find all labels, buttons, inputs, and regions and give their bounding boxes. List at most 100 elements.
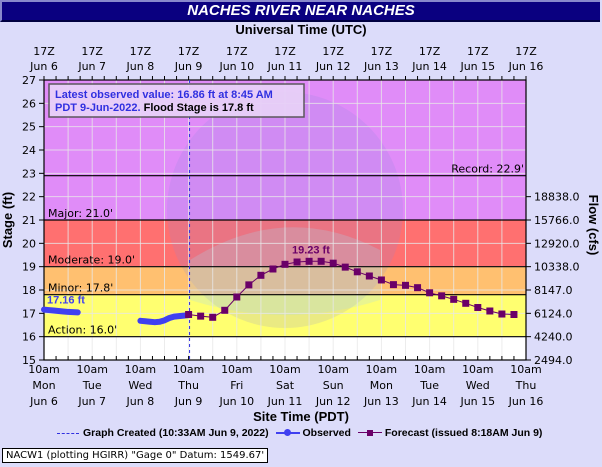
x-tick-label-time: 10am xyxy=(462,363,493,376)
x-tick-label-day: Sun xyxy=(323,379,344,392)
x-tick-label-date: Jun 9 xyxy=(174,395,203,408)
forecast-point xyxy=(233,293,241,301)
y-tick-label: 22 xyxy=(22,191,36,204)
forecast-point xyxy=(474,304,482,311)
x-tick-label-time: 10am xyxy=(510,363,541,376)
x-tick-label-time: 10am xyxy=(414,363,445,376)
x-tick-label-time: 10am xyxy=(317,363,348,376)
x-tick-label-date: Jun 12 xyxy=(315,395,351,408)
observed-peak-label: 17.16 ft xyxy=(47,295,85,307)
x2-tick-label-time: 17Z xyxy=(419,45,441,58)
title-bar xyxy=(0,0,600,22)
latest-value-line2: PDT 9-Jun-2022. Flood Stage is 17.8 ft xyxy=(55,102,254,114)
threshold-label-major: Major: 21.0' xyxy=(48,207,113,220)
x-tick-label-date: Jun 6 xyxy=(29,395,58,408)
forecast-point xyxy=(450,295,458,303)
x2-tick-label-time: 17Z xyxy=(178,45,200,58)
x2-tick-label-time: 17Z xyxy=(322,45,344,58)
y2-tick-label: 4240.0 xyxy=(534,331,573,344)
x-tick-label-date: Jun 8 xyxy=(126,395,155,408)
y-tick-label: 25 xyxy=(22,121,36,134)
forecast-point xyxy=(498,310,506,318)
graph-created-legend-icon xyxy=(57,432,79,434)
forecast-point xyxy=(510,311,518,318)
threshold-label-minor: Minor: 17.8' xyxy=(48,282,113,295)
x-tick-label-time: 10am xyxy=(221,363,252,376)
x-tick-label-date: Jun 7 xyxy=(77,395,106,408)
x2-tick-label-time: 17Z xyxy=(226,45,248,58)
x-tick-label-day: Wed xyxy=(466,379,490,392)
x-tick-label-time: 10am xyxy=(76,363,107,376)
x-tick-label-date: Jun 16 xyxy=(508,395,544,408)
forecast-point xyxy=(329,259,337,267)
y2-tick-label: 12920.0 xyxy=(534,237,580,250)
y2-tick-label: 2494.0 xyxy=(534,354,573,367)
forecast-point xyxy=(245,281,253,289)
y-tick-label: 21 xyxy=(22,214,36,227)
x-tick-label-date: Jun 14 xyxy=(411,395,447,408)
x-tick-label-day: Thu xyxy=(177,379,199,392)
x-tick-label-day: Tue xyxy=(419,379,439,392)
forecast-line xyxy=(188,260,514,318)
x-tick-label-date: Jun 15 xyxy=(459,395,495,408)
x-tick-label-date: Jun 11 xyxy=(267,395,303,408)
x2-tick-label-time: 17Z xyxy=(130,45,152,58)
y-tick-label: 23 xyxy=(22,167,36,180)
y-tick-label: 20 xyxy=(22,237,36,250)
gauge-info-footer: NACW1 (plotting HGIRR) "Gage 0" Datum: 1… xyxy=(2,448,269,463)
x-tick-label-day: Sat xyxy=(276,379,295,392)
x-axis-title: Site Time (PDT) xyxy=(253,409,349,424)
forecast-point xyxy=(185,311,193,318)
x2-tick-label-date: Jun 12 xyxy=(315,60,351,73)
legend-observed: Observed xyxy=(302,427,351,439)
y-tick-label: 26 xyxy=(22,97,36,110)
y-tick-label: 15 xyxy=(22,354,36,367)
y-axis-title: Stage (ft) xyxy=(0,192,15,248)
threshold-label-action: Action: 16.0' xyxy=(48,324,117,337)
forecast-point xyxy=(438,292,446,300)
forecast-point xyxy=(341,263,349,271)
x2-tick-label-time: 17Z xyxy=(274,45,296,58)
y-tick-label: 27 xyxy=(22,74,36,87)
y2-tick-label: 6124.0 xyxy=(534,307,573,320)
threshold-label-record: Record: 22.9' xyxy=(451,163,524,176)
y2-tick-label: 10338.0 xyxy=(534,261,580,274)
forecast-point xyxy=(486,307,494,315)
x-tick-label-time: 10am xyxy=(173,363,204,376)
x-tick-label-day: Fri xyxy=(230,379,243,392)
forecast-point xyxy=(402,281,409,289)
x-tick-label-day: Mon xyxy=(370,379,393,392)
forecast-point xyxy=(389,281,397,289)
x-tick-label-time: 10am xyxy=(269,363,300,376)
x-tick-label-day: Tue xyxy=(82,379,102,392)
x2-tick-label-date: Jun 7 xyxy=(77,60,106,73)
x2-tick-label-date: Jun 9 xyxy=(174,60,203,73)
flood-stage-text: Flood Stage is 17.8 ft xyxy=(144,102,254,114)
forecast-point xyxy=(209,313,217,321)
forecast-point xyxy=(293,258,301,266)
x-tick-label-date: Jun 13 xyxy=(363,395,399,408)
y2-tick-label: 8147.0 xyxy=(534,284,573,297)
y-tick-label: 18 xyxy=(22,284,36,297)
forecast-legend-icon xyxy=(357,428,382,438)
y-tick-label: 19 xyxy=(22,261,36,274)
x-tick-label-time: 10am xyxy=(28,363,59,376)
observed-line xyxy=(137,312,192,326)
x2-tick-label-date: Jun 6 xyxy=(29,60,58,73)
x-tick-label-time: 10am xyxy=(366,363,397,376)
observed-legend-icon xyxy=(275,428,300,438)
x2-tick-label-date: Jun 11 xyxy=(267,60,303,73)
legend-graph-created: Graph Created (10:33AM Jun 9, 2022) xyxy=(83,427,269,439)
x-tick-label-date: Jun 10 xyxy=(218,395,254,408)
forecast-point xyxy=(462,299,470,307)
latest-value-box xyxy=(48,83,305,118)
forecast-peak-label: 19.23 ft xyxy=(292,244,330,256)
y2-tick-label: 18838.0 xyxy=(534,191,580,204)
x2-tick-label-date: Jun 10 xyxy=(218,60,254,73)
x-tick-label-time: 10am xyxy=(125,363,156,376)
chart-title: NACHES RIVER NEAR NACHES xyxy=(187,2,415,19)
forecast-point xyxy=(317,257,325,265)
x2-tick-label-date: Jun 16 xyxy=(508,60,544,73)
forecast-point xyxy=(269,265,277,273)
